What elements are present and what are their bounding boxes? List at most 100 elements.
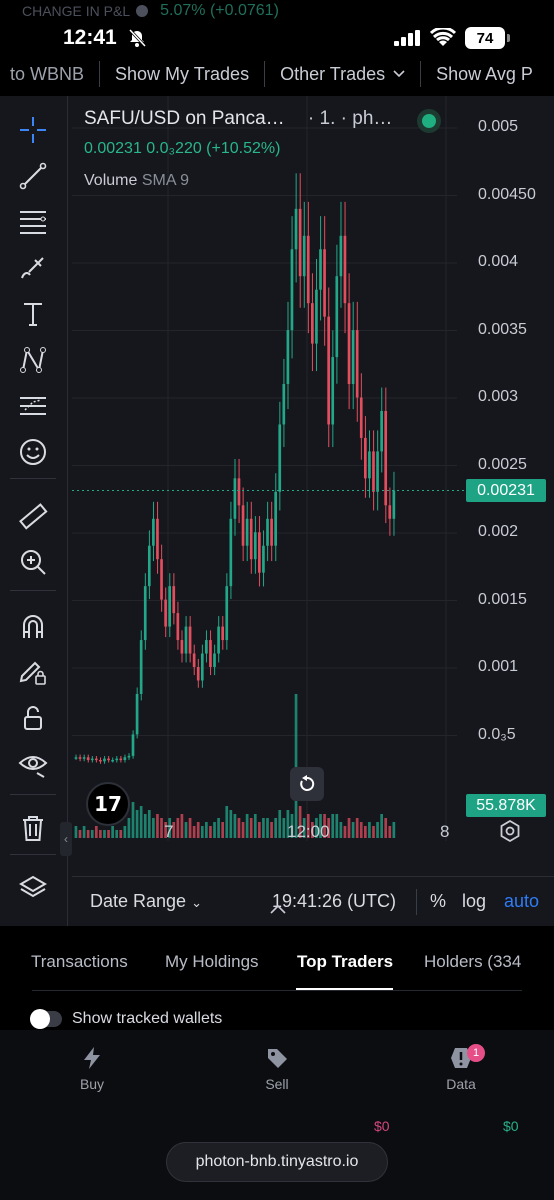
candle-body [323, 249, 326, 317]
volume-legend: Volume SMA 9 [84, 172, 189, 190]
zoom-tool[interactable] [15, 544, 51, 580]
toolbar-pair-button[interactable]: to WBNB [0, 61, 101, 87]
chart-canvas[interactable] [72, 96, 554, 876]
y-tick-label: 0.00450 [478, 185, 536, 203]
volume-bar [78, 830, 82, 838]
candle-body [331, 357, 335, 425]
text-tool[interactable] [15, 296, 51, 332]
auto-scale-toggle[interactable]: auto [504, 891, 540, 911]
object-tree-tool[interactable] [15, 870, 51, 906]
candle-body [343, 235, 347, 304]
crosshair-tool[interactable] [15, 112, 51, 148]
candle-body [160, 559, 163, 600]
volume-bar [237, 818, 241, 838]
volume-bar [351, 822, 355, 838]
show-my-trades-button[interactable]: Show My Trades [100, 61, 266, 87]
brush-tool[interactable] [15, 250, 51, 286]
candle-body [143, 586, 147, 641]
symbol-title[interactable]: SAFU/USD on Panca… [84, 108, 285, 129]
y-tick-label: 0.004 [478, 253, 519, 270]
volume-bar [363, 826, 367, 838]
url-bar[interactable]: photon-bnb.tinyastro.io [166, 1142, 388, 1182]
candle-body [123, 757, 127, 760]
tracked-wallets-label: Show tracked wallets [72, 1010, 223, 1027]
percent-toggle[interactable]: % [430, 891, 447, 911]
volume-bar [359, 822, 363, 838]
fib-tool[interactable] [15, 204, 51, 240]
tab-my-holdings[interactable]: My Holdings [165, 952, 259, 971]
candle-body [209, 640, 212, 667]
tab-holders[interactable]: Holders (334 [424, 952, 522, 971]
tradingview-logo[interactable]: 17 [86, 782, 130, 826]
candle-body [233, 478, 237, 519]
volume-bar [253, 814, 257, 838]
log-toggle[interactable]: log [462, 891, 487, 911]
candle-body [311, 303, 314, 344]
nav-sell[interactable]: Sell [237, 1046, 317, 1092]
y-tick-label: 0.002 [478, 523, 519, 540]
candle-body [347, 303, 351, 385]
nav-buy[interactable]: Buy [52, 1046, 132, 1092]
volume-bar [123, 826, 127, 838]
chevron-up-icon[interactable] [270, 904, 286, 914]
gear-icon[interactable] [498, 819, 522, 843]
volume-bar [180, 814, 184, 838]
tool-separator [10, 590, 56, 591]
emoji-tool[interactable] [15, 434, 51, 470]
show-avg-price-button[interactable]: Show Avg P [436, 63, 533, 84]
tab-transactions[interactable]: Transactions [31, 952, 128, 971]
volume-bar [176, 818, 180, 838]
status-bar: 12:41 74 [0, 22, 554, 56]
volume-label: Volume [84, 172, 138, 189]
candle-body [245, 518, 249, 546]
candle-body [172, 586, 176, 614]
candle-body [270, 518, 273, 546]
volume-bar [380, 814, 383, 838]
sidebar-collapse-button[interactable]: ‹ [60, 822, 72, 856]
candle-body [306, 235, 310, 304]
candle-body [115, 758, 119, 761]
utc-clock[interactable]: 19:41:26 (UTC) [272, 891, 397, 911]
candle-body [78, 757, 82, 759]
prediction-tool[interactable] [15, 388, 51, 424]
y-tick-label: 0.0015 [478, 590, 527, 608]
volume-bar [327, 818, 330, 838]
volume-bar [225, 806, 229, 838]
candle-body [249, 518, 253, 560]
tracked-wallets-toggle[interactable] [30, 1009, 62, 1029]
nav-buy-label: Buy [79, 1076, 105, 1092]
trend-line-tool[interactable] [15, 158, 51, 194]
info-icon [136, 5, 149, 17]
pattern-tool[interactable] [15, 342, 51, 378]
candle-body [258, 532, 261, 573]
candle-body [262, 545, 265, 573]
signal-icon [394, 30, 420, 46]
nav-data[interactable]: 1 Data [421, 1044, 501, 1092]
other-trades-dropdown[interactable]: Other Trades [265, 61, 422, 87]
visibility-tool[interactable] [15, 746, 51, 782]
measure-tool[interactable] [15, 498, 51, 534]
reset-chart-button[interactable] [290, 767, 324, 801]
pnl-value: 5.07% (+0.0761) [160, 2, 279, 19]
magnet-tool[interactable] [15, 608, 51, 644]
y-tick-label: 0.0₃5 [478, 725, 516, 743]
date-range-dropdown[interactable]: Date Range ⌄ [90, 891, 202, 912]
remove-drawings-tool[interactable] [15, 810, 51, 846]
candle-body [139, 640, 143, 694]
tab-top-traders[interactable]: Top Traders [297, 952, 394, 971]
volume-bar [160, 818, 163, 838]
eye-icon [18, 756, 48, 778]
volume-bar [143, 814, 147, 838]
price-chart[interactable] [72, 96, 554, 876]
lock-drawings-tool[interactable] [15, 654, 51, 690]
volume-bar [290, 814, 294, 838]
divider [416, 889, 417, 915]
time-axis[interactable]: 7 12:00 8 [72, 818, 554, 846]
candle-body [147, 545, 151, 587]
candle-body [359, 397, 363, 438]
candle-body [164, 599, 167, 627]
volume-bar [233, 814, 237, 838]
unlock-tool[interactable] [15, 700, 51, 736]
volume-bar [164, 822, 167, 838]
volume-bar [315, 818, 318, 838]
